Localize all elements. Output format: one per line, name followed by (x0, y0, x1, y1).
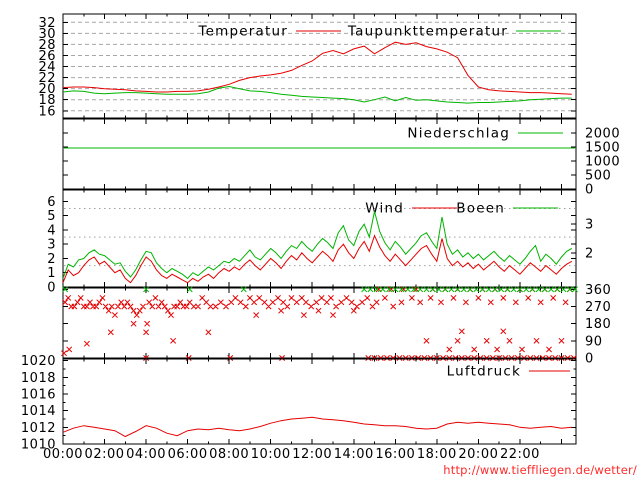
y-tick-label-left: 3 (47, 238, 56, 253)
x-tick-label: 14:00 (334, 447, 374, 462)
y-tick-label-right: 3 (585, 218, 594, 233)
x-tick-label: 04:00 (126, 447, 166, 462)
legend-label-precipitation-0: Niederschlag (407, 126, 510, 142)
scatter-green-markers (62, 286, 578, 293)
series-Boeen (62, 211, 573, 280)
panel-border (62, 189, 577, 288)
y-tick-label-right: 500 (585, 169, 611, 184)
series-Wind (62, 234, 573, 284)
x-ticks (62, 119, 562, 189)
footer-url-link[interactable]: http://www.tieffliegen.de/wetter/ (443, 463, 637, 477)
y-tick-label-right: 1000 (585, 155, 620, 170)
legend-label-wind-1: Boeen (456, 201, 505, 217)
legend-label-temperature-0: Temperatur (197, 24, 288, 40)
y-tick-label-left: 32 (38, 16, 56, 31)
y-tick-label-left: 6 (47, 195, 56, 210)
panel-border (62, 358, 577, 445)
panel-direction: 0 90 180 270 360 (61, 283, 611, 367)
x-tick-label: 22:00 (500, 447, 540, 462)
y-tick-label-right: 90 (585, 334, 603, 349)
y-tick-label-left: 22 (38, 71, 56, 86)
y-tick-label-left: 5 (47, 209, 56, 224)
panel-border (62, 13, 577, 119)
y-tick-label-left: 4 (47, 223, 56, 238)
legend-label-temperature-1: Taupunkttemperatur (347, 24, 508, 40)
y-tick-label-left: 16 (38, 104, 56, 119)
x-tick-label: 12:00 (292, 447, 332, 462)
y-tick-label-right: 0 (585, 352, 594, 367)
y-tick-label-left: 18 (38, 93, 56, 108)
y-tick-label-right: 2 (585, 247, 594, 262)
y-tick-label-right: 360 (585, 283, 611, 298)
y-tick-label-left: 1018 (21, 371, 56, 386)
x-ticks (62, 190, 562, 287)
x-ticks (62, 359, 562, 444)
x-tick-label: 08:00 (209, 447, 249, 462)
y-tick-label-left: 28 (38, 38, 56, 53)
x-tick-label: 06:00 (168, 447, 208, 462)
y-tick-label-left: 1014 (21, 404, 56, 419)
x-ticks (62, 288, 562, 358)
x-tick-label: 02:00 (85, 447, 125, 462)
y-tick-label-right: 270 (585, 300, 611, 315)
legend-label-wind-0: Wind (365, 201, 404, 217)
series-Taupunkttemperatur (62, 85, 572, 104)
y-tick-label-left: 1010 (21, 438, 56, 453)
y-tick-label-left: 1 (47, 266, 56, 281)
y-tick-label-left: 0 (47, 281, 56, 296)
y-tick-label-left: 1020 (21, 354, 56, 369)
y-tick-label-left: 20 (38, 82, 56, 97)
scatter-red-markers (61, 286, 577, 361)
x-tick-label: 10:00 (251, 447, 291, 462)
x-tick-label: 18:00 (417, 447, 457, 462)
series-Temperatur (62, 41, 572, 95)
y-tick-label-left: 1012 (21, 421, 56, 436)
panel-border (62, 287, 577, 359)
x-tick-label: 00:00 (43, 447, 83, 462)
legend-label-pressure-0: Luftdruck (447, 364, 521, 380)
x-tick-label: 16:00 (375, 447, 415, 462)
y-tick-label-left: 1016 (21, 388, 56, 403)
panel-border (62, 118, 577, 190)
y-tick-label-left: 30 (38, 27, 56, 42)
y-tick-label-right: 2000 (585, 127, 620, 142)
x-tick-label: 20:00 (458, 447, 498, 462)
series-Luftdruck (62, 416, 572, 438)
y-tick-label-left: 2 (47, 252, 56, 267)
y-tick-label-right: 180 (585, 317, 611, 332)
y-tick-label-right: 1500 (585, 141, 620, 156)
y-tick-label-left: 26 (38, 49, 56, 64)
y-tick-label-left: 24 (38, 60, 56, 75)
y-tick-label-right: 0 (585, 183, 594, 198)
x-ticks (62, 14, 562, 118)
x-axis-labels: 00:00 02:00 04:00 06:00 08:00 10:00 12:00 14:00… (43, 447, 540, 462)
